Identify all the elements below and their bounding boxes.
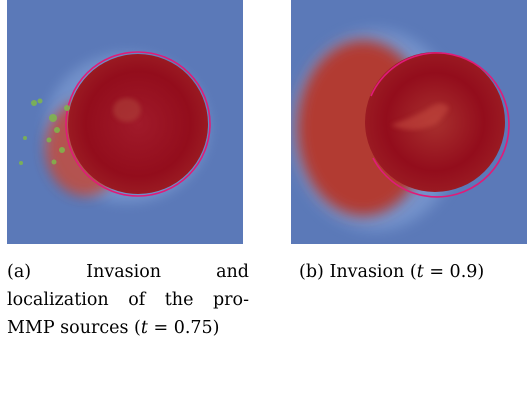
simulation-plot-b <box>291 0 527 244</box>
time-value: = 0.75) <box>147 318 220 338</box>
time-variable: t <box>416 262 424 282</box>
caption-label: (b) <box>299 262 324 282</box>
tumor-core-highlight <box>391 103 449 130</box>
caption-label: (a) <box>7 262 32 282</box>
simulation-plot-a <box>7 0 243 244</box>
time-value: = 0.9) <box>423 262 485 282</box>
time-variable: t <box>140 318 148 338</box>
subfigure-a-image <box>7 0 243 244</box>
caption-text: Invasion and localization of the pro-MMP… <box>7 262 249 338</box>
tumor-core-highlight <box>113 98 141 122</box>
subfigure-b-image <box>291 0 527 244</box>
subfigure-a-caption: (a) Invasion and localization of the pro… <box>7 258 249 342</box>
pro-mmp-sources <box>19 98 70 165</box>
initial-boundary-circle <box>65 51 211 197</box>
initial-boundary-circle <box>370 52 510 198</box>
subfigure-b-caption: (b) Invasion (t = 0.9) <box>299 258 530 286</box>
caption-text: Invasion ( <box>329 262 417 282</box>
tumor-region <box>68 54 208 194</box>
